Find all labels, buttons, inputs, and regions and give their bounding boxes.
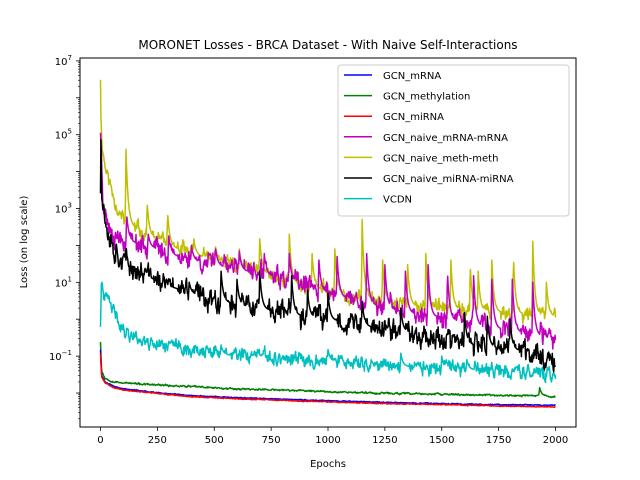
legend-label: GCN_miRNA bbox=[383, 112, 444, 123]
x-tick-label: 2000 bbox=[543, 435, 568, 446]
y-tick-label: 105 bbox=[55, 128, 72, 142]
series-line-gcn-methylation bbox=[99, 341, 556, 399]
legend: GCN_mRNA GCN_methylation GCN_miRNA GCN_naiv… bbox=[337, 64, 570, 217]
legend-box bbox=[337, 64, 570, 217]
series-line-gcn-naive-mirna-mirna bbox=[99, 139, 557, 373]
x-tick-label: 250 bbox=[148, 435, 167, 446]
x-tick-label: 750 bbox=[262, 435, 281, 446]
y-axis-label: Loss (on log scale) bbox=[19, 196, 30, 289]
x-tick-label: 1750 bbox=[486, 435, 511, 446]
legend-label: GCN_mRNA bbox=[383, 71, 441, 82]
y-tick-label: 107 bbox=[55, 54, 72, 68]
legend-label: VCDN bbox=[383, 195, 412, 206]
series-line-vcdn bbox=[99, 281, 557, 384]
y-tick-label: 101 bbox=[55, 275, 72, 289]
x-tick-label: 1500 bbox=[429, 435, 454, 446]
y-axis: 10−1 101 103 105 107 bbox=[49, 54, 80, 420]
x-axis: 0 250 500 750 1000 1250 1500 1750 2000 bbox=[97, 427, 568, 446]
chart-title: MORONET Losses - BRCA Dataset - With Nai… bbox=[138, 38, 517, 52]
series-layer bbox=[99, 79, 557, 409]
legend-label: GCN_naive_mRNA-mRNA bbox=[383, 133, 508, 144]
x-tick-label: 1000 bbox=[315, 435, 340, 446]
series-line-gcn-mirna bbox=[99, 353, 556, 409]
legend-label: GCN_naive_meth-meth bbox=[383, 153, 498, 164]
x-tick-label: 1250 bbox=[372, 435, 397, 446]
y-tick-label: 10−1 bbox=[49, 349, 72, 363]
x-tick-label: 0 bbox=[97, 435, 103, 446]
series-line-gcn-mrna bbox=[99, 349, 556, 407]
x-axis-label: Epochs bbox=[310, 459, 346, 470]
legend-label: GCN_naive_miRNA-miRNA bbox=[383, 174, 514, 185]
y-tick-label: 103 bbox=[55, 202, 72, 216]
x-tick-label: 500 bbox=[205, 435, 224, 446]
legend-label: GCN_methylation bbox=[383, 92, 470, 103]
